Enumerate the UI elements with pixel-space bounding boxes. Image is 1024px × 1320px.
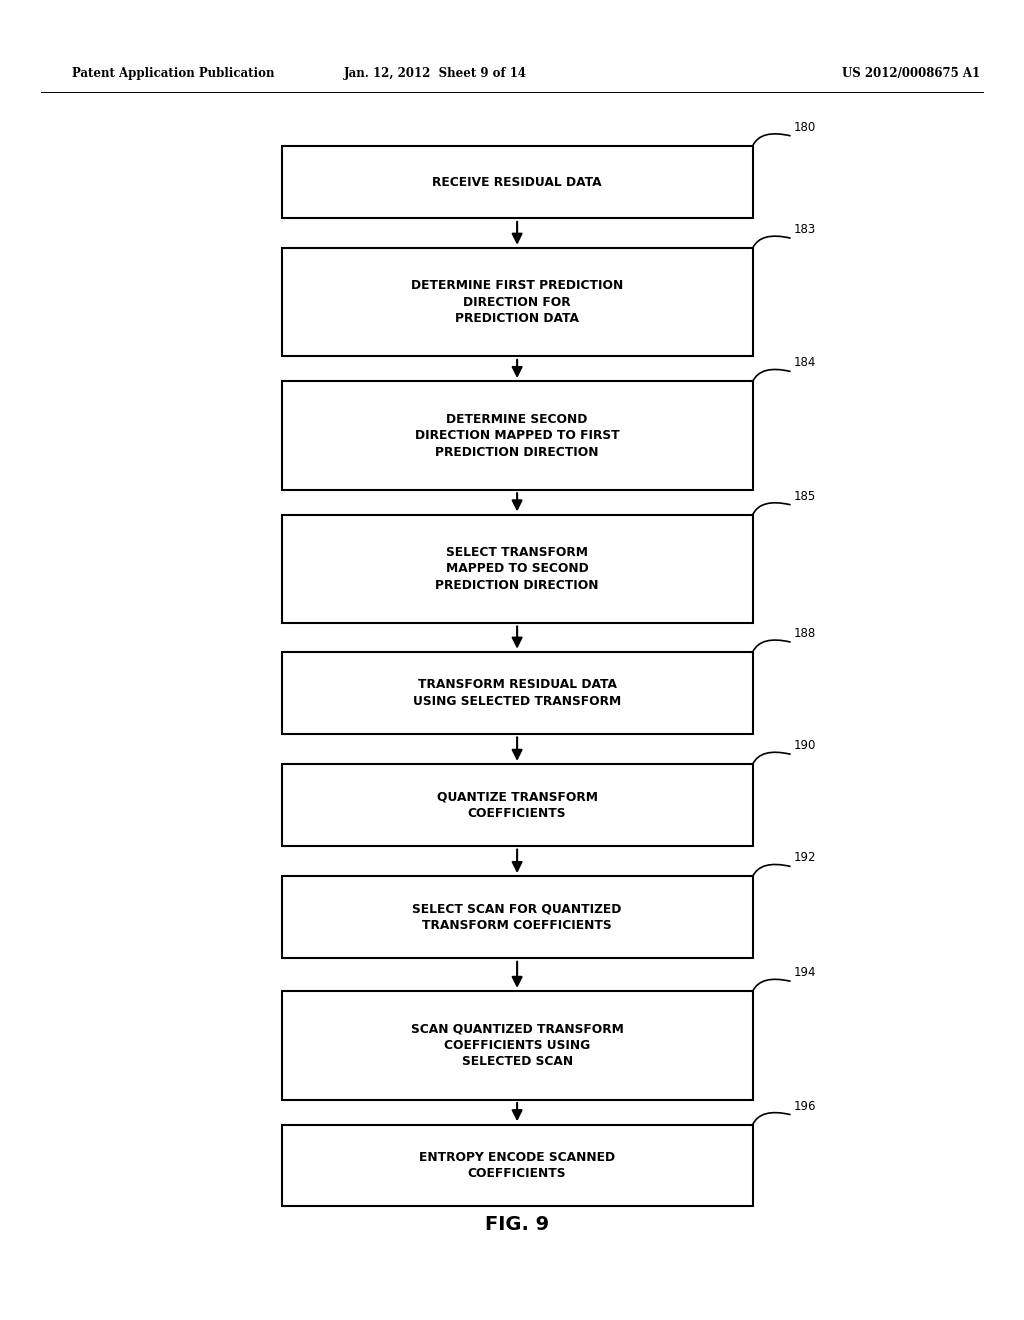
Bar (282, 515, 753, 623)
Text: DETERMINE FIRST PREDICTION
DIRECTION FOR
PREDICTION DATA: DETERMINE FIRST PREDICTION DIRECTION FOR… (411, 280, 624, 325)
Text: US 2012/0008675 A1: US 2012/0008675 A1 (842, 67, 980, 81)
Text: 190: 190 (794, 739, 816, 752)
Text: 185: 185 (794, 490, 816, 503)
Text: 184: 184 (794, 356, 816, 370)
Text: SCAN QUANTIZED TRANSFORM
COEFFICIENTS USING
SELECTED SCAN: SCAN QUANTIZED TRANSFORM COEFFICIENTS US… (411, 1023, 624, 1068)
Text: 194: 194 (794, 966, 816, 979)
Text: ENTROPY ENCODE SCANNED
COEFFICIENTS: ENTROPY ENCODE SCANNED COEFFICIENTS (419, 1151, 615, 1180)
Text: FIG. 9: FIG. 9 (485, 1216, 549, 1234)
Text: 196: 196 (794, 1100, 816, 1113)
Text: 192: 192 (794, 851, 816, 865)
Text: QUANTIZE TRANSFORM
COEFFICIENTS: QUANTIZE TRANSFORM COEFFICIENTS (436, 791, 598, 820)
Bar (282, 381, 753, 490)
Text: 183: 183 (794, 223, 816, 236)
Bar (282, 876, 753, 958)
Text: SELECT SCAN FOR QUANTIZED
TRANSFORM COEFFICIENTS: SELECT SCAN FOR QUANTIZED TRANSFORM COEF… (413, 903, 622, 932)
Bar (282, 248, 753, 356)
Text: 188: 188 (794, 627, 816, 640)
Text: Jan. 12, 2012  Sheet 9 of 14: Jan. 12, 2012 Sheet 9 of 14 (343, 67, 526, 81)
Text: Patent Application Publication: Patent Application Publication (72, 67, 274, 81)
Text: RECEIVE RESIDUAL DATA: RECEIVE RESIDUAL DATA (432, 176, 602, 189)
Bar (282, 991, 753, 1100)
Text: DETERMINE SECOND
DIRECTION MAPPED TO FIRST
PREDICTION DIRECTION: DETERMINE SECOND DIRECTION MAPPED TO FIR… (415, 413, 620, 458)
Text: SELECT TRANSFORM
MAPPED TO SECOND
PREDICTION DIRECTION: SELECT TRANSFORM MAPPED TO SECOND PREDIC… (435, 546, 599, 591)
Bar (282, 1125, 753, 1206)
Bar (282, 764, 753, 846)
Bar (282, 652, 753, 734)
Text: TRANSFORM RESIDUAL DATA
USING SELECTED TRANSFORM: TRANSFORM RESIDUAL DATA USING SELECTED T… (413, 678, 622, 708)
Bar (282, 147, 753, 218)
Text: 180: 180 (794, 121, 816, 133)
